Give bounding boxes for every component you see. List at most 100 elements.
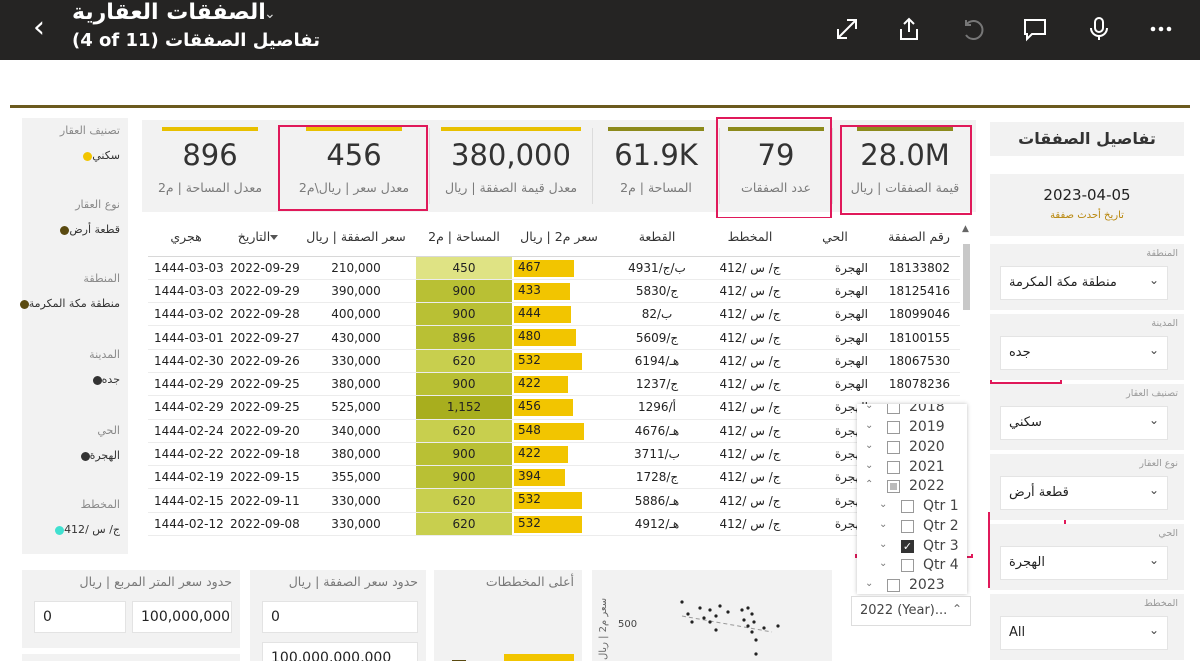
scatter-point[interactable]	[718, 604, 722, 608]
col-header-plan[interactable]: المخطط	[708, 218, 792, 257]
year-hierarchy-dropdown[interactable]: ⌄ 2018 ⌄ 2019 ⌄ 2020 ⌄ 2021 ⌃ 2022 ⌄ Qtr 1 ⌄ Qtr 2 ⌄ ✓ Q…	[857, 404, 967, 594]
table-row[interactable]: 1444-02-30 2022-09-26 330,000 620 532 هـ/6194…	[148, 349, 960, 373]
table-row[interactable]: 1444-03-03 2022-09-29 210,000 450 467 ب/ج/493…	[148, 256, 960, 280]
scatter-point[interactable]	[762, 626, 766, 630]
checkbox[interactable]	[901, 520, 914, 533]
table-row[interactable]: 1444-02-19 2022-09-15 355,000 900 394 ج/1728 ج…	[148, 465, 960, 490]
slicer-dropdown[interactable]: منطقة مكة المكرمة ⌄	[1000, 266, 1168, 300]
slicer-dropdown[interactable]: الهجرة ⌄	[1000, 546, 1168, 580]
checkbox[interactable]	[887, 461, 900, 474]
checkbox[interactable]: ✓	[901, 540, 914, 553]
kpi-avg-area[interactable]: 896 معدل المساحة | م2	[142, 120, 278, 212]
back-chevron-icon[interactable]: ‹	[33, 10, 45, 45]
col-header-plot[interactable]: القطعة	[606, 218, 708, 257]
chevron-down-icon[interactable]: ⌄	[865, 404, 874, 411]
chevron-down-icon[interactable]: ⌄	[865, 440, 874, 451]
col-header-ppm[interactable]: سعر م2 | ريال	[512, 218, 606, 257]
table-row[interactable]: 1444-02-22 2022-09-18 380,000 900 422 ب/3711 ج…	[148, 442, 960, 467]
year-option[interactable]: ⌄ 2021	[857, 458, 967, 478]
col-header-date[interactable]: التاريخ	[224, 218, 296, 257]
slicer-dropdown[interactable]: All ⌄	[1000, 616, 1168, 650]
scatter-point[interactable]	[746, 606, 750, 610]
year-option[interactable]: ⌄ Qtr 1	[857, 497, 967, 517]
ppm-min-input[interactable]: 0	[34, 601, 126, 633]
scroll-thumb[interactable]	[963, 244, 970, 310]
scatter-point[interactable]	[752, 620, 756, 624]
scatter-point[interactable]	[726, 610, 730, 614]
scatter-point[interactable]	[680, 600, 684, 604]
chevron-down-icon[interactable]: ⌄	[879, 499, 888, 510]
slicer-dropdown[interactable]: سكني ⌄	[1000, 406, 1168, 440]
undo-icon[interactable]	[958, 14, 988, 44]
share-icon[interactable]	[894, 14, 924, 44]
table-row[interactable]: 1444-03-01 2022-09-27 430,000 896 480 ج/5609 ج…	[148, 325, 960, 350]
scroll-up-icon[interactable]: ▲	[962, 224, 969, 234]
col-header-area[interactable]: المساحة | م2	[416, 218, 512, 257]
chevron-up-icon[interactable]: ⌃	[865, 479, 874, 490]
chevron-down-icon[interactable]: ⌄	[865, 420, 874, 431]
scatter-point[interactable]	[702, 616, 706, 620]
comment-icon[interactable]	[1020, 14, 1050, 44]
year-option[interactable]: ⌄ 2019	[857, 418, 967, 438]
chevron-down-icon[interactable]: ⌄	[865, 460, 874, 471]
year-slicer[interactable]: 2022 (Year)... ⌃	[851, 596, 971, 626]
col-header-district[interactable]: الحي	[792, 218, 878, 257]
table-row[interactable]: 1444-03-02 2022-09-28 400,000 900 444 ب/82 ج/ …	[148, 302, 960, 327]
table-row[interactable]: 1444-02-29 2022-09-25 525,000 1,152 456 أ/129…	[148, 395, 960, 420]
checkbox[interactable]	[887, 421, 900, 434]
ppm-max-input[interactable]: 100,000,000	[132, 601, 232, 633]
slicer-dropdown[interactable]: قطعة أرض ⌄	[1000, 476, 1168, 510]
kpi-area[interactable]: 61.9K المساحة | م2	[593, 120, 719, 212]
scatter-point[interactable]	[746, 624, 750, 628]
table-row[interactable]: 1444-02-15 2022-09-11 330,000 620 532 هـ/5886…	[148, 488, 960, 513]
table-scrollbar[interactable]: ▲	[960, 222, 972, 552]
table-row[interactable]: 1444-02-29 2022-09-25 380,000 900 422 ج/1237 ج…	[148, 372, 960, 397]
scatter-point[interactable]	[754, 652, 758, 656]
scatter-point[interactable]	[708, 608, 712, 612]
checkbox[interactable]	[887, 579, 900, 592]
scatter-point[interactable]	[690, 620, 694, 624]
year-option[interactable]: ⌃ 2022	[857, 477, 967, 497]
table-row[interactable]: 1444-03-03 2022-09-29 390,000 900 433 ج/5830 ج…	[148, 279, 960, 304]
scatter-point[interactable]	[708, 620, 712, 624]
chevron-down-icon[interactable]: ⌄	[879, 539, 888, 550]
checkbox[interactable]	[901, 559, 914, 572]
scatter-point[interactable]	[698, 606, 702, 610]
table-row[interactable]: 1444-02-12 2022-09-08 330,000 620 532 هـ/4912…	[148, 512, 960, 537]
chevron-down-icon[interactable]: ⌄	[264, 6, 276, 22]
scatter-point[interactable]	[742, 618, 746, 622]
scatter-point[interactable]	[740, 608, 744, 612]
year-option[interactable]: ⌄ 2018	[857, 404, 967, 418]
col-header-hijri[interactable]: هجري	[148, 218, 224, 257]
kpi-avg-deal-value[interactable]: 380,000 معدل قيمة الصفقة | ريال	[430, 120, 592, 212]
table-row[interactable]: 1444-02-24 2022-09-20 340,000 620 548 هـ/4676…	[148, 419, 960, 443]
price-max-input[interactable]: 100,000,000,000	[262, 642, 418, 661]
col-header-price[interactable]: سعر الصفقة | ريال	[296, 218, 416, 257]
expand-icon[interactable]	[832, 14, 862, 44]
scatter-point[interactable]	[714, 614, 718, 618]
year-option[interactable]: ⌄ Qtr 4	[857, 556, 967, 576]
chevron-down-icon[interactable]: ⌄	[865, 578, 874, 589]
year-option[interactable]: ⌄ 2023	[857, 576, 967, 594]
price-min-input[interactable]: 0	[262, 601, 418, 633]
kpi-avg-ppm[interactable]: 456 معدل سعر | ريال\م2	[279, 120, 429, 212]
more-icon[interactable]	[1146, 14, 1176, 44]
scatter-point[interactable]	[754, 638, 758, 642]
kpi-deal-count[interactable]: 79 عدد الصفقات	[720, 120, 832, 212]
report-title[interactable]: الصفقات العقارية	[72, 0, 266, 25]
year-option[interactable]: ⌄ 2020	[857, 438, 967, 458]
checkbox[interactable]	[887, 441, 900, 454]
scatter-chart[interactable]: سعر م2 | ريال 500	[592, 570, 832, 661]
deals-table[interactable]: هجري التاريخ سعر الصفقة | ريال المساحة |…	[148, 218, 974, 554]
checkbox[interactable]	[887, 404, 900, 414]
checkbox[interactable]	[887, 480, 900, 493]
microphone-icon[interactable]	[1084, 14, 1114, 44]
scatter-point[interactable]	[714, 628, 718, 632]
checkbox[interactable]	[901, 500, 914, 513]
scatter-point[interactable]	[750, 630, 754, 634]
year-option[interactable]: ⌄ ✓ Qtr 3	[857, 537, 967, 557]
kpi-deal-value[interactable]: 28.0M قيمة الصفقات | ريال	[840, 120, 970, 212]
col-header-deal[interactable]: رقم الصفقة	[878, 218, 960, 257]
chevron-down-icon[interactable]: ⌄	[879, 519, 888, 530]
scatter-point[interactable]	[750, 612, 754, 616]
